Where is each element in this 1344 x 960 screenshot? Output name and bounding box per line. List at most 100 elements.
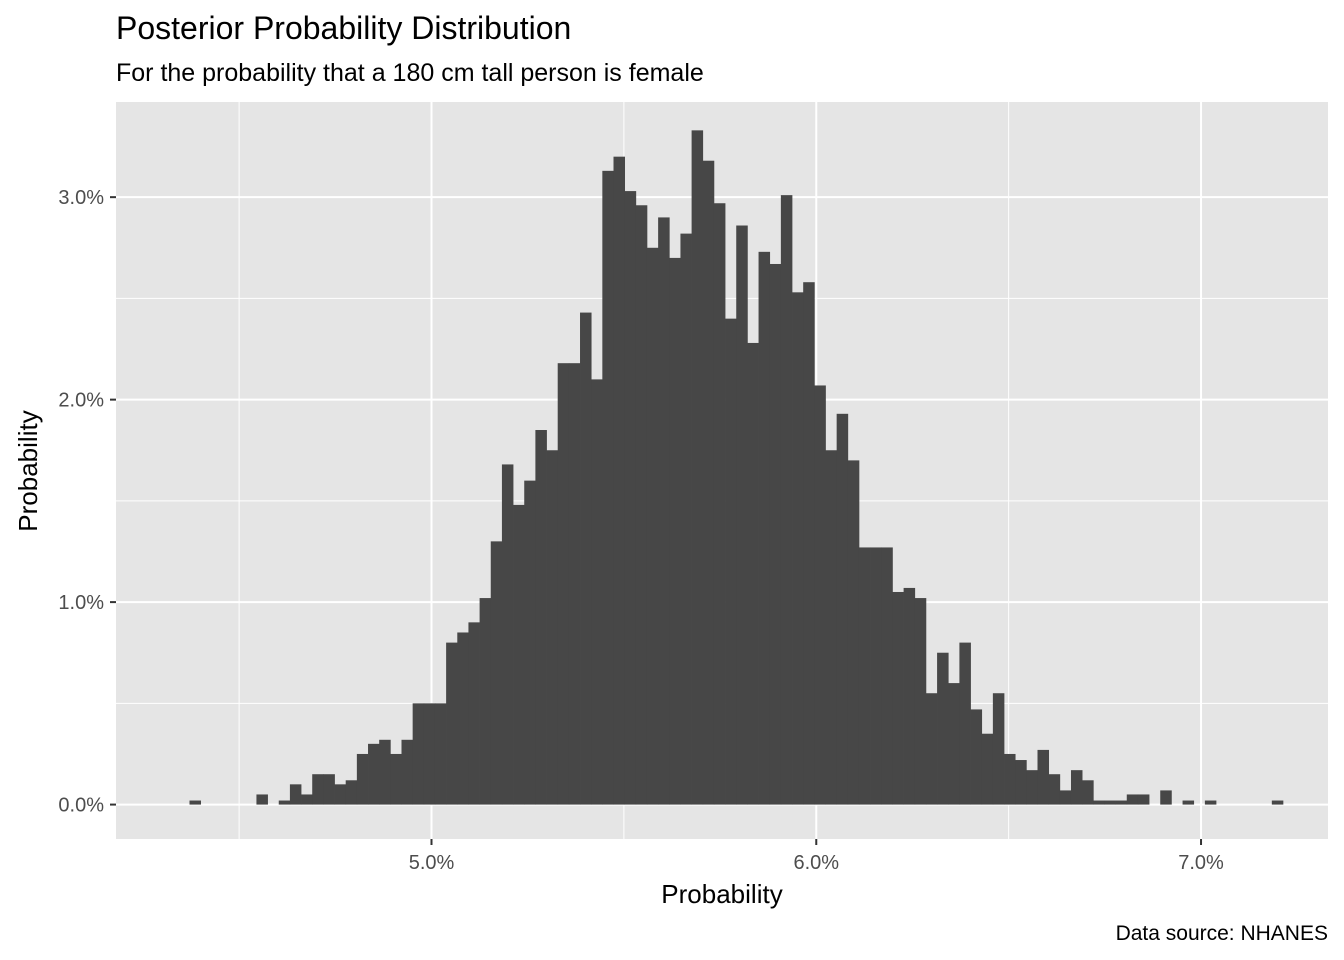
histogram-bar — [948, 683, 960, 805]
histogram-bar — [981, 733, 994, 805]
histogram-bar — [1137, 794, 1150, 805]
histogram-bar — [1015, 760, 1027, 805]
histogram-bar — [256, 794, 268, 805]
chart-title: Posterior Probability Distribution — [116, 10, 572, 46]
histogram-bar — [1026, 770, 1038, 805]
histogram-bar — [858, 547, 871, 805]
histogram-bar — [925, 693, 938, 805]
histogram-bar — [814, 385, 826, 805]
histogram-bar — [792, 292, 804, 805]
histogram-bar — [379, 739, 391, 805]
histogram-bar — [1048, 774, 1061, 805]
histogram-bar — [725, 318, 737, 805]
histogram-bar — [702, 160, 715, 805]
histogram-bar — [836, 413, 849, 805]
histogram-bar — [580, 312, 592, 805]
histogram-bar — [881, 547, 893, 805]
histogram-bar — [1204, 800, 1217, 805]
y-tick-label: 3.0% — [58, 187, 104, 209]
histogram-bar — [937, 652, 949, 805]
histogram-bar — [1115, 800, 1128, 805]
histogram-bar — [278, 800, 291, 805]
histogram-bar — [602, 170, 614, 805]
histogram-bar — [1093, 800, 1105, 805]
histogram-bar — [1004, 753, 1016, 805]
histogram-bar — [356, 753, 369, 805]
histogram-bar — [501, 464, 514, 805]
histogram-bar — [680, 233, 692, 805]
y-axis-title: Probability — [13, 410, 43, 531]
histogram-bar — [780, 195, 793, 805]
y-tick-label: 1.0% — [58, 592, 104, 614]
x-tick-label: 6.0% — [793, 852, 839, 874]
x-tick-label: 7.0% — [1178, 852, 1224, 874]
histogram-bar — [390, 753, 402, 805]
histogram-bar — [1082, 780, 1094, 805]
histogram-bar — [568, 363, 581, 805]
histogram-bar — [825, 450, 838, 805]
histogram-bar — [434, 703, 447, 805]
histogram-bar — [468, 622, 480, 805]
histogram-bar — [758, 251, 771, 805]
histogram-bar — [412, 703, 425, 805]
histogram-bar — [613, 156, 626, 805]
histogram-bar — [624, 191, 637, 805]
histogram-bar — [345, 780, 358, 805]
histogram-bar — [479, 598, 492, 805]
histogram-bar — [970, 709, 983, 805]
chart-caption: Data source: NHANES — [1115, 922, 1328, 945]
histogram-bar — [1059, 790, 1072, 805]
histogram-bars — [189, 130, 1284, 805]
histogram-bar — [423, 703, 436, 805]
histogram-bar — [334, 784, 347, 805]
histogram-bar — [1271, 800, 1284, 805]
histogram-bar — [546, 450, 559, 805]
histogram-bar — [401, 739, 414, 805]
histogram-bar — [903, 587, 916, 805]
histogram-bar — [646, 247, 659, 805]
histogram-bar — [959, 642, 971, 805]
histogram-bar — [524, 480, 536, 805]
y-tick-label: 2.0% — [58, 390, 104, 412]
histogram-bar — [669, 257, 681, 805]
chart-subtitle: For the probability that a 180 cm tall p… — [116, 59, 704, 87]
histogram-bar — [301, 794, 313, 805]
histogram-bar — [892, 591, 904, 805]
histogram-bar — [1070, 770, 1083, 805]
y-tick-labels: 0.0% 1.0% 2.0% 3.0% — [58, 187, 104, 816]
histogram-bar — [1126, 794, 1139, 805]
histogram-bar — [323, 774, 335, 805]
histogram-bar — [992, 693, 1005, 805]
histogram-bar — [1182, 800, 1195, 805]
x-tick-label: 5.0% — [409, 852, 455, 874]
histogram-bar — [289, 784, 302, 805]
x-axis-title: Probability — [661, 879, 782, 909]
histogram-bar — [368, 743, 380, 805]
histogram-bar — [591, 379, 603, 805]
histogram-bar — [535, 430, 547, 805]
histogram-bar — [803, 282, 815, 805]
histogram-bar — [490, 541, 503, 805]
histogram-bar — [189, 800, 201, 805]
histogram-bar — [635, 205, 648, 805]
histogram-bar — [1160, 790, 1172, 805]
histogram-bar — [1037, 749, 1050, 805]
histogram-bar — [847, 460, 860, 805]
histogram-bar — [658, 217, 670, 805]
histogram-bar — [713, 203, 726, 805]
histogram-bar — [446, 642, 458, 805]
histogram-bar — [1104, 800, 1116, 805]
histogram-bar — [914, 598, 927, 805]
histogram-bar — [312, 774, 324, 805]
x-tick-labels: 5.0% 6.0% 7.0% — [409, 852, 1224, 874]
histogram-bar — [513, 504, 525, 805]
histogram-bar — [769, 263, 782, 805]
histogram-bar — [557, 363, 570, 805]
histogram-bar — [457, 632, 469, 805]
histogram-bar — [736, 225, 748, 805]
histogram-bar — [691, 130, 704, 805]
histogram-bar — [870, 547, 882, 805]
histogram-bar — [747, 342, 759, 805]
y-tick-label: 0.0% — [58, 795, 104, 817]
